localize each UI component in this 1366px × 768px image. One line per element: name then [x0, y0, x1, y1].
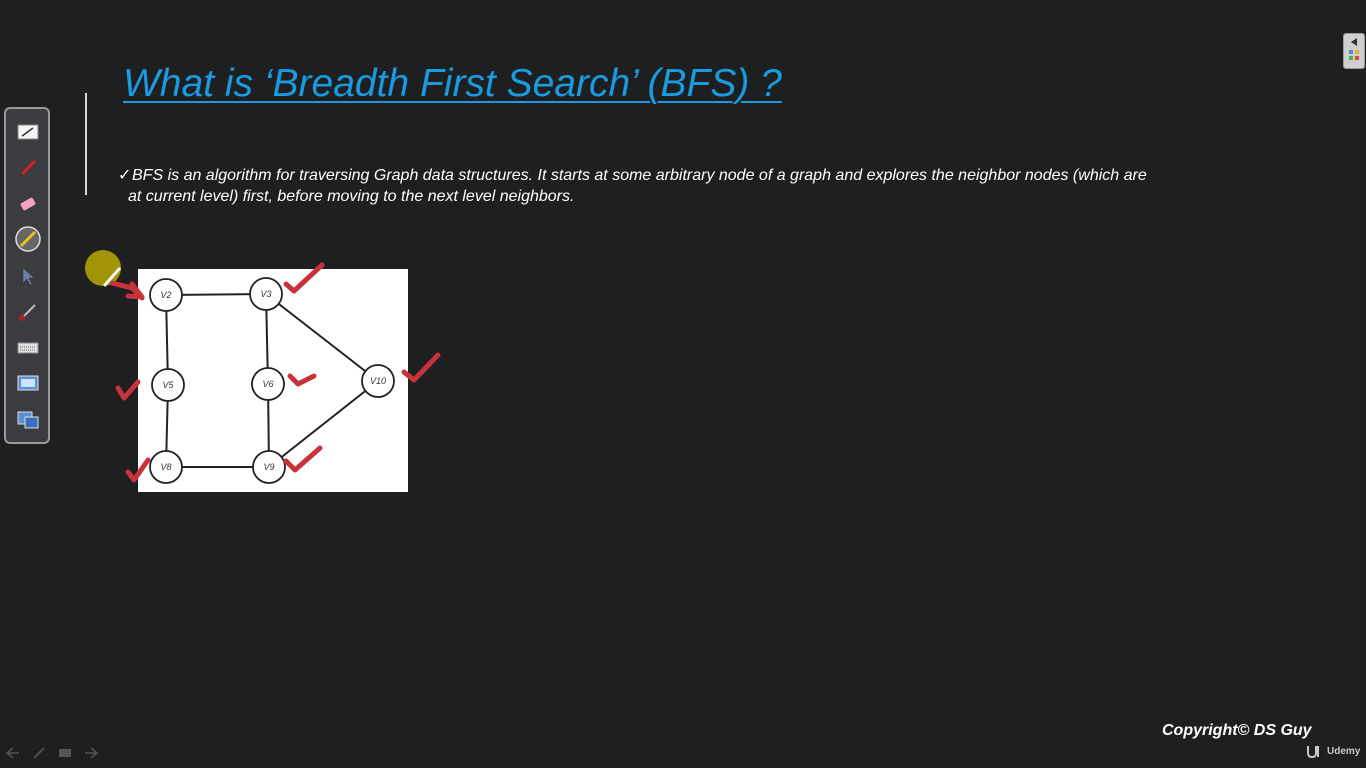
udemy-logo: Udemy: [1306, 744, 1360, 758]
menu-icon[interactable]: [57, 746, 73, 760]
eraser-icon[interactable]: [15, 191, 41, 217]
arrow-head-v2: [125, 281, 145, 300]
annotation-toolbar: [4, 107, 50, 444]
node-v6: [251, 367, 285, 401]
copyright-text: Copyright© DS Guy: [1162, 722, 1312, 739]
node-label-v3: V3: [260, 289, 271, 299]
brush-icon[interactable]: [15, 299, 41, 325]
node-label-v2: V2: [160, 290, 171, 300]
check-mark-v5: [115, 379, 141, 401]
keyboard-icon[interactable]: [15, 335, 41, 361]
panel-icon: [1349, 38, 1359, 60]
pen-cursor-icon: [99, 267, 122, 292]
slide-title: What is ‘Breadth First Search’ (BFS) ?: [123, 62, 782, 105]
node-v5: [151, 368, 185, 402]
check-mark-v8: [125, 457, 151, 483]
previous-slide-icon[interactable]: [5, 746, 21, 760]
bullet-point: ✓BFS is an algorithm for traversing Grap…: [118, 165, 1228, 207]
node-label-v8: V8: [160, 462, 171, 472]
udemy-brand-text: Udemy: [1327, 745, 1361, 757]
check-mark-v9: [283, 445, 323, 473]
screen-capture-icon[interactable]: [15, 371, 41, 397]
cursor-highlight: [85, 250, 121, 286]
node-v8: [149, 450, 183, 484]
node-v3: [249, 277, 283, 311]
node-v2: [149, 278, 183, 312]
pen-tool-icon[interactable]: [31, 746, 47, 760]
bullet-text-line2: at current level) first, before moving t…: [128, 188, 575, 205]
graph-diagram: V2 V3 V5 V6 V8 V9 V10: [138, 269, 408, 492]
node-label-v10: V10: [370, 376, 386, 386]
node-v10: [361, 364, 395, 398]
check-mark-v3: [283, 262, 325, 294]
check-mark-v6: [287, 373, 317, 387]
check-icon: ✓: [118, 167, 132, 184]
edge-v9-v10: [268, 380, 379, 468]
whiteboard-icon[interactable]: [15, 119, 41, 145]
node-label-v5: V5: [162, 380, 174, 390]
edge-v3-v10: [265, 293, 379, 382]
check-mark-v10: [401, 352, 441, 383]
screen-share-icon[interactable]: [15, 407, 41, 433]
next-slide-icon[interactable]: [83, 746, 99, 760]
pen-icon[interactable]: [15, 155, 41, 181]
graph-svg: V2 V3 V5 V6 V8 V9 V10: [149, 277, 395, 484]
side-panel-toggle[interactable]: [1343, 33, 1365, 69]
slide-navigation: [5, 746, 99, 760]
node-v9: [252, 450, 286, 484]
highlighter-icon[interactable]: [15, 226, 41, 252]
pointer-icon[interactable]: [15, 263, 41, 289]
slide-divider: [85, 93, 87, 195]
bullet-text-line1: BFS is an algorithm for traversing Graph…: [132, 167, 1147, 184]
node-label-v9: V9: [263, 462, 274, 472]
node-label-v6: V6: [262, 379, 273, 389]
udemy-icon: [1307, 746, 1319, 758]
